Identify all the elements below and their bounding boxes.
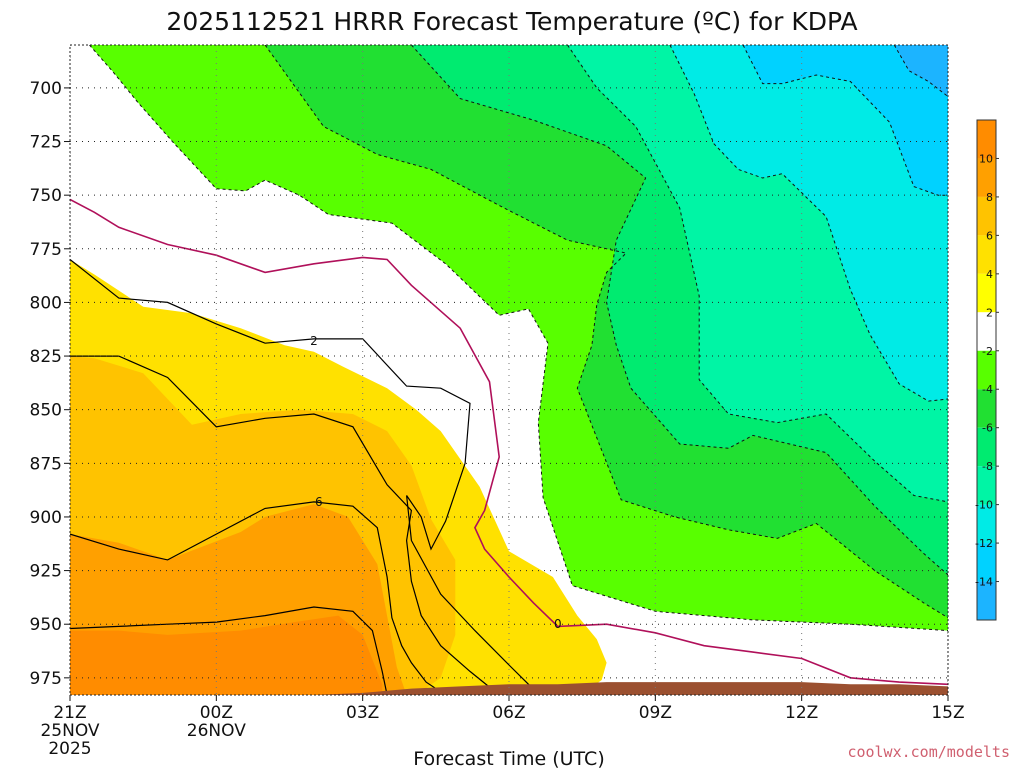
colorbar-segment bbox=[977, 389, 996, 428]
fill-region--10 bbox=[670, 45, 948, 402]
colorbar-label: 4 bbox=[986, 268, 993, 281]
colorbar-segment bbox=[977, 273, 996, 313]
fill-region-10 bbox=[70, 615, 383, 695]
y-tick-label: 825 bbox=[30, 347, 62, 367]
x-tick-label: 2025 bbox=[48, 739, 91, 759]
contour-labels: 2 6 0 bbox=[310, 334, 562, 631]
x-tick-label: 09Z bbox=[639, 703, 672, 723]
ground-fill bbox=[70, 682, 948, 695]
x-tick-label: 25NOV bbox=[40, 721, 99, 741]
colorbar-segment bbox=[977, 427, 996, 467]
colorbar-label: -2 bbox=[982, 345, 993, 358]
contour-line-0 bbox=[70, 198, 948, 686]
ground-layer bbox=[70, 682, 948, 695]
colorbar-segment bbox=[977, 504, 996, 544]
colorbar-segment bbox=[977, 466, 996, 505]
colorbar-label: 2 bbox=[986, 306, 993, 319]
colorbar-label: -6 bbox=[982, 422, 993, 435]
x-tick-label: 15Z bbox=[931, 703, 964, 723]
dashed-contour--10 bbox=[669, 45, 948, 402]
y-tick-label: 775 bbox=[30, 240, 62, 260]
dashed-contour--12 bbox=[742, 45, 948, 196]
y-tick-label: 975 bbox=[30, 669, 62, 689]
y-tick-label: 750 bbox=[30, 186, 62, 206]
contour-line-6 bbox=[70, 501, 446, 695]
negative-contour-lines bbox=[89, 45, 948, 632]
y-tick-label: 725 bbox=[30, 133, 62, 153]
fill-region--14 bbox=[894, 45, 948, 97]
grid-lines bbox=[70, 45, 948, 695]
colorbar-segment bbox=[977, 196, 996, 236]
colorbar-label: -10 bbox=[975, 499, 993, 512]
y-tick-label: 850 bbox=[30, 401, 62, 421]
y-axis: 700 725 750 775 800 825 850 875 900 925 950 975 bbox=[30, 79, 70, 689]
credit-text: coolwx.com/modelts bbox=[847, 743, 1010, 761]
y-tick-label: 925 bbox=[30, 562, 62, 582]
x-tick-label: 03Z bbox=[346, 703, 379, 723]
positive-contour-lines bbox=[70, 198, 948, 695]
colorbar-frame bbox=[976, 119, 997, 621]
dashed-contour--2 bbox=[89, 45, 948, 632]
colorbar-segment bbox=[977, 120, 996, 159]
colorbar-label: -12 bbox=[975, 537, 993, 550]
y-tick-label: 875 bbox=[30, 454, 62, 474]
x-tick-label: 00Z bbox=[200, 703, 233, 723]
contour-line-2 bbox=[70, 259, 539, 695]
chart-title: 2025112521 HRRR Forecast Temperature (ºC… bbox=[166, 7, 857, 36]
dashed-contour--8 bbox=[567, 45, 948, 503]
x-tick-label: 06Z bbox=[492, 703, 525, 723]
colorbar-segment bbox=[977, 312, 996, 351]
contour-label: 2 bbox=[310, 334, 318, 348]
colorbar-segment bbox=[977, 350, 996, 390]
colorbar-segment bbox=[977, 581, 996, 620]
y-tick-label: 700 bbox=[30, 79, 62, 99]
x-tick-label: 12Z bbox=[785, 703, 818, 723]
x-tick-label: 21Z bbox=[53, 703, 86, 723]
colorbar-label: 6 bbox=[986, 229, 993, 242]
y-tick-label: 800 bbox=[30, 293, 62, 313]
dashed-contour--4 bbox=[264, 45, 948, 619]
colorbar-label: -14 bbox=[975, 576, 993, 589]
x-tick-label: 26NOV bbox=[187, 721, 246, 741]
dashed-contour--6 bbox=[411, 45, 948, 576]
contour-label: 6 bbox=[315, 495, 323, 509]
dashed-contour--14 bbox=[893, 45, 948, 97]
fill-region--12 bbox=[743, 45, 948, 196]
colorbar-label: -8 bbox=[982, 460, 993, 473]
colorbar-label: -4 bbox=[982, 383, 993, 396]
colorbar-label: 8 bbox=[986, 191, 993, 204]
x-axis-label: Forecast Time (UTC) bbox=[413, 748, 604, 768]
colorbar-segment bbox=[977, 543, 996, 582]
contour-line-8 bbox=[70, 606, 388, 695]
colorbar-segment bbox=[977, 235, 996, 274]
colorbar-segment bbox=[977, 158, 996, 197]
y-tick-label: 900 bbox=[30, 508, 62, 528]
y-tick-label: 950 bbox=[30, 615, 62, 635]
contour-label: 0 bbox=[554, 617, 562, 631]
contour-line-4 bbox=[70, 355, 524, 695]
colorbar-label: 10 bbox=[979, 152, 993, 165]
colorbar: -14 -12 -10 -8 -6 -4 -2 2 4 6 8 10 bbox=[975, 119, 999, 621]
